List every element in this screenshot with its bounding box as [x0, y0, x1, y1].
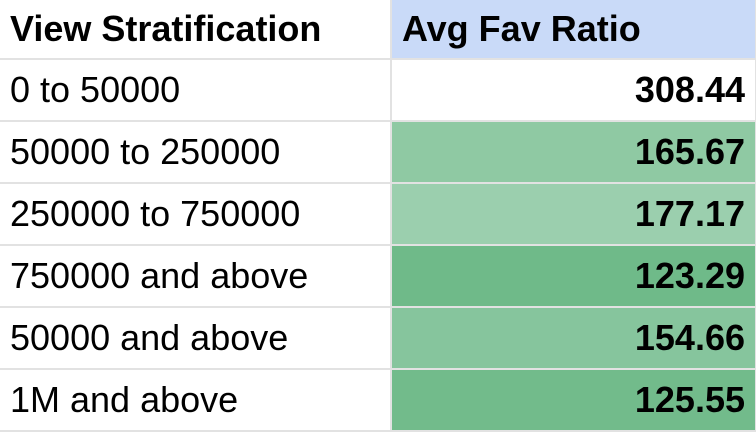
table-row: 50000 and above 154.66	[0, 307, 756, 370]
table-row: 50000 to 250000 165.67	[0, 121, 756, 184]
table-row: 0 to 50000 308.44	[0, 59, 756, 122]
row-label-cell[interactable]: 50000 and above	[0, 307, 392, 370]
row-label-cell[interactable]: 750000 and above	[0, 245, 392, 308]
row-label-cell[interactable]: 50000 to 250000	[0, 121, 392, 184]
row-value-cell[interactable]: 125.55	[391, 369, 756, 432]
row-label-cell[interactable]: 1M and above	[0, 369, 392, 432]
table-row: 250000 to 750000 177.17	[0, 183, 756, 246]
row-value-cell[interactable]: 123.29	[391, 245, 756, 308]
row-label-cell[interactable]: 250000 to 750000	[0, 183, 392, 246]
row-value-cell[interactable]: 177.17	[391, 183, 756, 246]
row-value-cell[interactable]: 165.67	[391, 121, 756, 184]
table-row: 750000 and above 123.29	[0, 245, 756, 308]
row-value-cell[interactable]: 154.66	[391, 307, 756, 370]
header-row: View Stratification Avg Fav Ratio	[0, 0, 756, 60]
row-value-cell[interactable]: 308.44	[391, 59, 756, 122]
header-view-stratification[interactable]: View Stratification	[0, 0, 392, 60]
row-label-cell[interactable]: 0 to 50000	[0, 59, 392, 122]
header-avg-fav-ratio[interactable]: Avg Fav Ratio	[391, 0, 756, 60]
table-row: 1M and above 125.55	[0, 369, 756, 432]
